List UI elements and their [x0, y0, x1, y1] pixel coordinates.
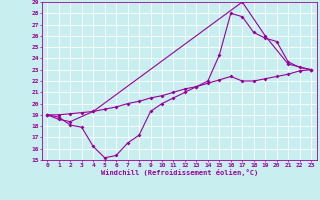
- X-axis label: Windchill (Refroidissement éolien,°C): Windchill (Refroidissement éolien,°C): [100, 169, 258, 176]
